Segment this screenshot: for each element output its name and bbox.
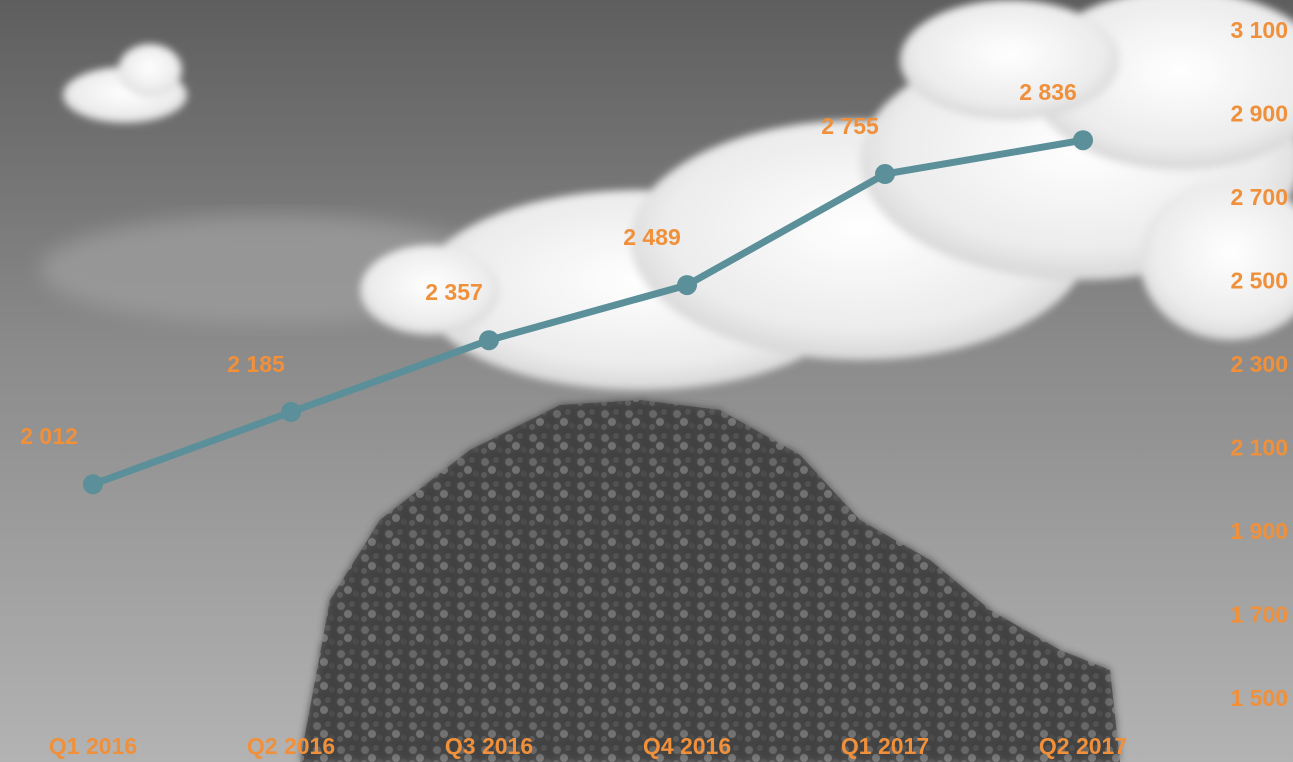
data-labels: 2 012 2 185 2 357 2 489 2 755 2 836 [20,79,1077,449]
y-tick-label: 2 100 [1230,435,1288,461]
x-tick-label: Q4 2016 [643,733,731,759]
x-tick-label: Q3 2016 [445,733,533,759]
y-tick-label: 2 900 [1230,101,1288,127]
series-line [89,136,1087,488]
y-tick-label: 2 500 [1230,268,1288,294]
y-tick-label: 2 300 [1230,351,1288,377]
data-point [875,164,895,185]
data-point [479,330,499,351]
data-label: 2 755 [821,113,879,139]
x-tick-label: Q2 2017 [1039,733,1127,759]
x-tick-label: Q1 2016 [49,733,137,759]
data-label: 2 489 [623,224,681,250]
data-point [281,402,301,423]
series-line-layer [89,136,1087,488]
data-label: 2 185 [227,351,285,377]
y-tick-label: 2 700 [1230,184,1288,210]
data-point [83,474,103,495]
data-points [83,130,1093,495]
x-tick-label: Q2 2016 [247,733,335,759]
data-label: 2 012 [20,423,78,449]
tree [300,400,1120,762]
y-tick-label: 1 700 [1230,602,1288,628]
data-point [677,275,697,296]
y-axis: 1 500 1 700 1 900 2 100 2 300 2 500 2 700 2 900… [1230,17,1288,711]
y-tick-label: 3 100 [1230,17,1288,43]
y-tick-label: 1 900 [1230,518,1288,544]
y-tick-label: 1 500 [1230,685,1288,711]
x-axis: Q1 2016 Q2 2016 Q3 2016 Q4 2016 Q1 2017 Q2 20… [49,733,1127,759]
data-point [1073,130,1093,151]
data-label: 2 836 [1019,79,1077,105]
x-tick-label: Q1 2017 [841,733,929,759]
data-label: 2 357 [425,279,483,305]
